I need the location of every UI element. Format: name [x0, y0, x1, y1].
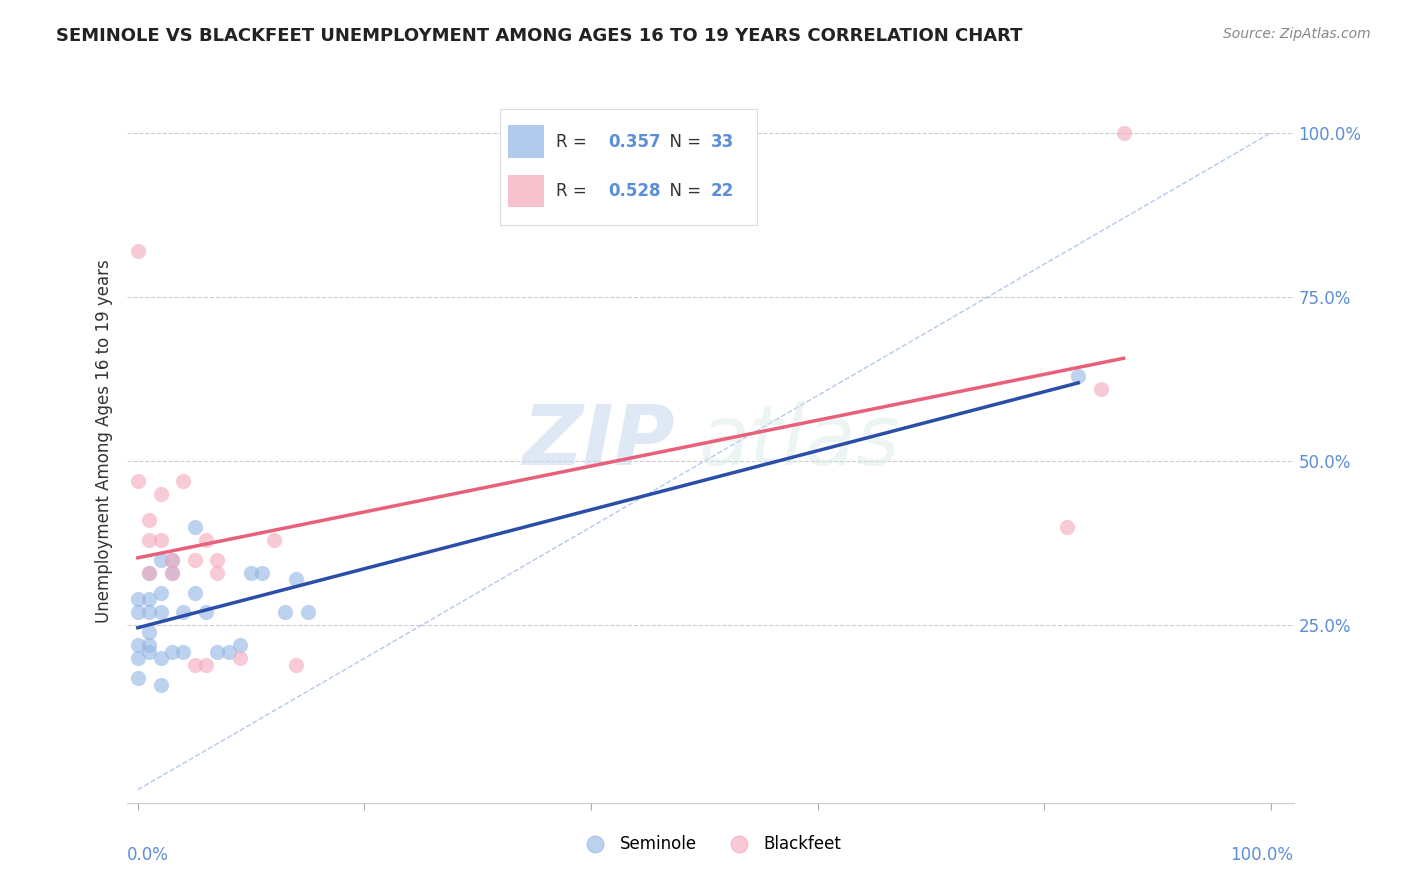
Point — [149, 533, 172, 547]
Point — [252, 566, 274, 580]
Point — [1090, 382, 1112, 396]
Point — [183, 657, 205, 672]
Point — [149, 677, 172, 691]
Point — [183, 585, 205, 599]
Point — [194, 657, 217, 672]
Text: Source: ZipAtlas.com: Source: ZipAtlas.com — [1223, 27, 1371, 41]
Point — [183, 553, 205, 567]
Text: ZIP: ZIP — [523, 401, 675, 482]
Point — [205, 645, 228, 659]
Point — [172, 474, 194, 488]
Point — [149, 487, 172, 501]
Point — [1112, 126, 1135, 140]
Point — [285, 657, 308, 672]
Point — [138, 566, 160, 580]
Text: atlas: atlas — [699, 401, 900, 482]
Point — [138, 513, 160, 527]
Point — [127, 638, 149, 652]
Point — [183, 520, 205, 534]
Point — [240, 566, 263, 580]
Point — [160, 566, 183, 580]
Point — [127, 474, 149, 488]
Point — [127, 244, 149, 258]
Point — [1056, 520, 1078, 534]
Point — [194, 605, 217, 619]
Point — [138, 638, 160, 652]
Point — [160, 553, 183, 567]
Point — [127, 592, 149, 607]
Point — [1067, 368, 1090, 383]
Point — [172, 605, 194, 619]
Point — [138, 533, 160, 547]
Point — [160, 645, 183, 659]
Point — [229, 651, 252, 665]
Point — [149, 605, 172, 619]
Point — [127, 605, 149, 619]
Point — [160, 553, 183, 567]
Point — [205, 566, 228, 580]
Point — [127, 671, 149, 685]
Point — [297, 605, 319, 619]
Point — [138, 605, 160, 619]
Point — [138, 645, 160, 659]
Point — [149, 553, 172, 567]
Point — [229, 638, 252, 652]
Text: 100.0%: 100.0% — [1230, 847, 1294, 864]
Point — [285, 573, 308, 587]
Point — [138, 566, 160, 580]
Point — [194, 533, 217, 547]
Point — [127, 651, 149, 665]
Point — [149, 651, 172, 665]
Text: 0.0%: 0.0% — [127, 847, 169, 864]
Point — [138, 592, 160, 607]
Text: SEMINOLE VS BLACKFEET UNEMPLOYMENT AMONG AGES 16 TO 19 YEARS CORRELATION CHART: SEMINOLE VS BLACKFEET UNEMPLOYMENT AMONG… — [56, 27, 1022, 45]
Point — [160, 566, 183, 580]
Point — [274, 605, 297, 619]
Point — [138, 625, 160, 640]
Point — [218, 645, 240, 659]
Point — [263, 533, 285, 547]
Point — [149, 585, 172, 599]
Point — [205, 553, 228, 567]
Y-axis label: Unemployment Among Ages 16 to 19 years: Unemployment Among Ages 16 to 19 years — [94, 260, 112, 624]
Legend: Seminole, Blackfeet: Seminole, Blackfeet — [572, 828, 848, 860]
Point — [172, 645, 194, 659]
